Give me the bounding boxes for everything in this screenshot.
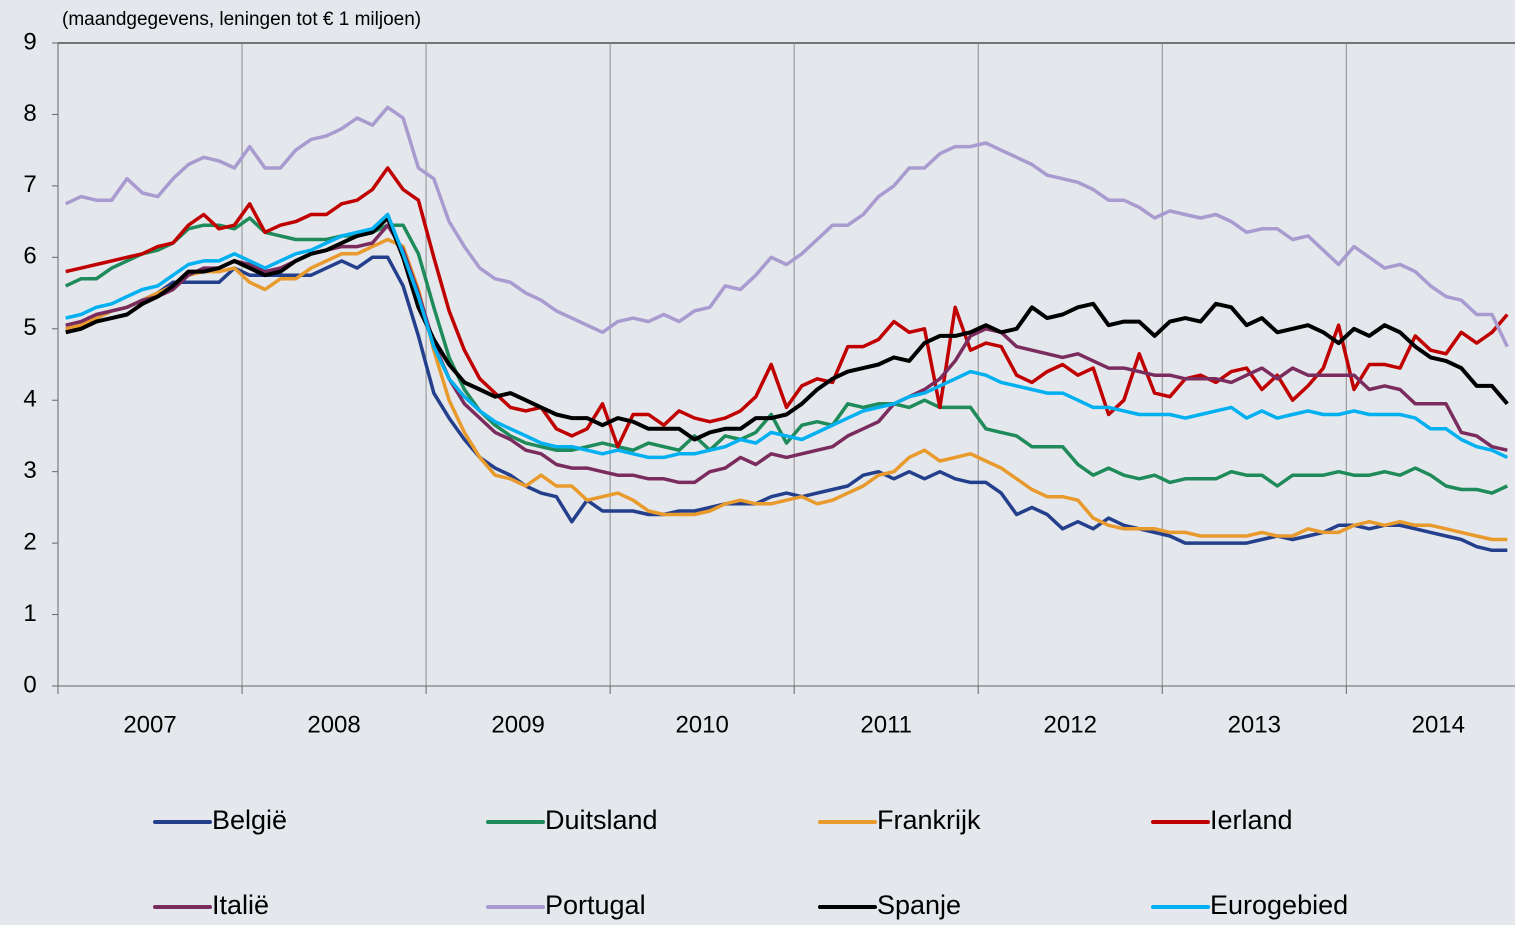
y-tick-label: 6 (23, 243, 36, 270)
x-tick-label: 2007 (123, 711, 176, 738)
y-tick-label: 9 (23, 28, 36, 55)
y-tick-label: 3 (23, 457, 36, 484)
legend-label: Spanje (877, 890, 961, 920)
y-tick-label: 2 (23, 528, 36, 555)
y-tick-label: 5 (23, 314, 36, 341)
chart-title: (maandgegevens, leningen tot € 1 miljoen… (62, 9, 421, 30)
series-line (65, 237, 1508, 542)
x-tick-label: 2009 (491, 711, 544, 738)
legend-label: Eurogebied (1210, 890, 1348, 920)
legend-label: Ierland (1210, 805, 1293, 835)
y-tick-label: 8 (23, 100, 36, 127)
x-tick-label: 2012 (1044, 711, 1097, 738)
series-line (64, 105, 1509, 348)
legend-label: België (212, 805, 287, 835)
x-tick-label: 2013 (1228, 711, 1281, 738)
legend-label: Italië (212, 890, 269, 920)
series-line (65, 212, 1509, 460)
y-tick-label: 1 (23, 600, 36, 627)
x-tick-label: 2008 (307, 711, 360, 738)
series-line (65, 255, 1508, 553)
y-tick-label: 0 (23, 671, 36, 698)
legend-label: Frankrijk (877, 805, 981, 835)
y-tick-label: 4 (23, 386, 36, 413)
series-line (65, 166, 1509, 449)
series-line (64, 216, 1509, 495)
legend-label: Duitsland (545, 805, 658, 835)
legend-label: Portugal (545, 890, 646, 920)
series-line (65, 216, 1509, 442)
x-tick-label: 2010 (675, 711, 728, 738)
x-tick-label: 2011 (860, 711, 912, 738)
y-tick-label: 7 (23, 171, 36, 198)
x-tick-label: 2014 (1412, 711, 1465, 738)
